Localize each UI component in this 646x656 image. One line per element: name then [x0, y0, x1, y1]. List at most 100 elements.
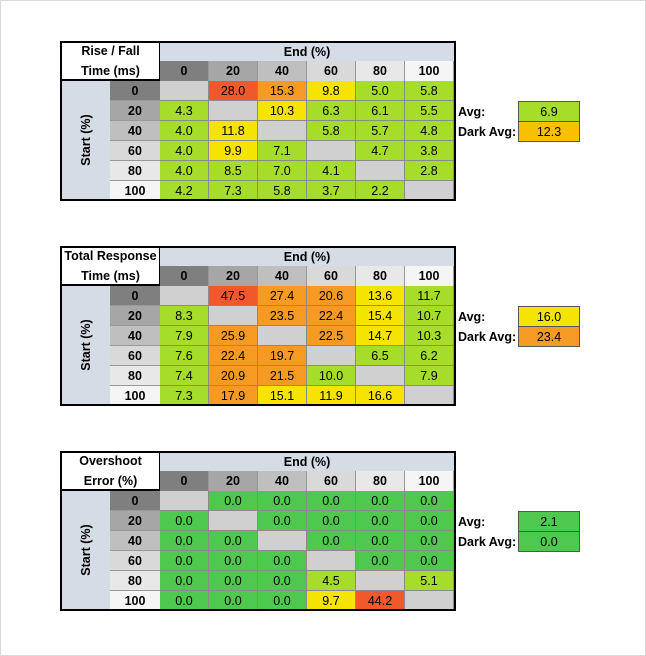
column-header: 0	[160, 61, 209, 81]
row-header: 60	[110, 551, 160, 571]
column-header: 60	[307, 471, 356, 491]
data-cell	[307, 141, 356, 161]
row-header: 80	[110, 571, 160, 591]
data-cell: 10.3	[258, 101, 307, 121]
column-header: 40	[258, 471, 307, 491]
data-cell: 9.8	[307, 81, 356, 101]
data-table: Total Response Time (ms) End (%) Start (%) 0…	[60, 246, 456, 406]
data-cell: 2.8	[405, 161, 454, 181]
data-cell	[405, 386, 454, 406]
data-cell: 7.6	[160, 346, 209, 366]
data-cell: 47.5	[209, 286, 258, 306]
row-header: 0	[110, 491, 160, 511]
data-cell: 8.3	[160, 306, 209, 326]
data-cell: 13.6	[356, 286, 405, 306]
data-cell: 0.0	[405, 551, 454, 571]
data-cell: 7.0	[258, 161, 307, 181]
data-cell: 0.0	[356, 491, 405, 511]
dark-avg-label: Dark Avg:	[458, 125, 517, 139]
data-cell: 7.9	[405, 366, 454, 386]
data-cell: 10.0	[307, 366, 356, 386]
data-cell: 0.0	[258, 511, 307, 531]
data-cell: 14.7	[356, 326, 405, 346]
table-title-line: Overshoot	[79, 454, 142, 468]
data-cell: 20.6	[307, 286, 356, 306]
column-header: 100	[405, 61, 454, 81]
start-axis-label: Start (%)	[79, 524, 93, 576]
table-title-line: Rise / Fall	[81, 44, 140, 58]
data-cell: 0.0	[209, 571, 258, 591]
row-header: 40	[110, 531, 160, 551]
data-cell: 0.0	[209, 551, 258, 571]
table-title-line: Error (%)	[83, 474, 138, 488]
data-cell	[209, 306, 258, 326]
column-header: 0	[160, 266, 209, 286]
data-cell	[356, 366, 405, 386]
data-cell	[258, 326, 307, 346]
data-cell: 0.0	[209, 531, 258, 551]
row-header: 20	[110, 306, 160, 326]
data-cell: 4.1	[307, 161, 356, 181]
data-cell: 9.9	[209, 141, 258, 161]
avg-value: 6.9	[518, 101, 580, 122]
data-cell: 0.0	[356, 531, 405, 551]
data-cell: 16.6	[356, 386, 405, 406]
data-cell: 11.9	[307, 386, 356, 406]
data-cell: 15.1	[258, 386, 307, 406]
row-header: 100	[110, 591, 160, 611]
data-cell	[258, 121, 307, 141]
column-header: 40	[258, 61, 307, 81]
data-cell: 7.9	[160, 326, 209, 346]
data-cell: 3.8	[405, 141, 454, 161]
data-cell: 5.1	[405, 571, 454, 591]
data-cell: 11.8	[209, 121, 258, 141]
column-header: 80	[356, 471, 405, 491]
data-cell: 5.0	[356, 81, 405, 101]
data-cell: 6.2	[405, 346, 454, 366]
data-cell: 4.8	[405, 121, 454, 141]
end-axis-label: End (%)	[160, 246, 456, 267]
data-cell: 20.9	[209, 366, 258, 386]
data-cell	[209, 511, 258, 531]
data-cell: 0.0	[405, 531, 454, 551]
data-cell: 0.0	[258, 491, 307, 511]
data-cell: 23.5	[258, 306, 307, 326]
table-title-line: Total Response	[64, 249, 157, 263]
row-header: 80	[110, 161, 160, 181]
data-cell: 0.0	[209, 591, 258, 611]
data-cell	[160, 286, 209, 306]
row-header: 60	[110, 346, 160, 366]
data-cell: 15.3	[258, 81, 307, 101]
data-cell	[356, 571, 405, 591]
data-cell: 5.8	[307, 121, 356, 141]
data-cell: 6.1	[356, 101, 405, 121]
column-header: 60	[307, 61, 356, 81]
end-axis-label: End (%)	[160, 41, 456, 62]
data-cell: 5.8	[258, 181, 307, 201]
data-cell: 3.7	[307, 181, 356, 201]
data-cell: 0.0	[160, 571, 209, 591]
column-header: 100	[405, 471, 454, 491]
data-cell: 7.1	[258, 141, 307, 161]
data-cell: 7.4	[160, 366, 209, 386]
dark-avg-value: 23.4	[518, 326, 580, 347]
row-header: 20	[110, 511, 160, 531]
data-cell: 0.0	[405, 491, 454, 511]
data-cell: 28.0	[209, 81, 258, 101]
data-cell	[307, 551, 356, 571]
data-cell: 5.8	[405, 81, 454, 101]
avg-label: Avg:	[458, 515, 486, 529]
row-header: 0	[110, 286, 160, 306]
data-cell	[405, 181, 454, 201]
data-cell: 10.3	[405, 326, 454, 346]
data-cell	[356, 161, 405, 181]
data-cell	[258, 531, 307, 551]
avg-label: Avg:	[458, 105, 486, 119]
data-cell	[160, 491, 209, 511]
data-cell: 4.0	[160, 161, 209, 181]
data-cell: 8.5	[209, 161, 258, 181]
data-cell	[405, 591, 454, 611]
row-header: 40	[110, 121, 160, 141]
data-cell: 4.0	[160, 121, 209, 141]
column-header: 80	[356, 61, 405, 81]
